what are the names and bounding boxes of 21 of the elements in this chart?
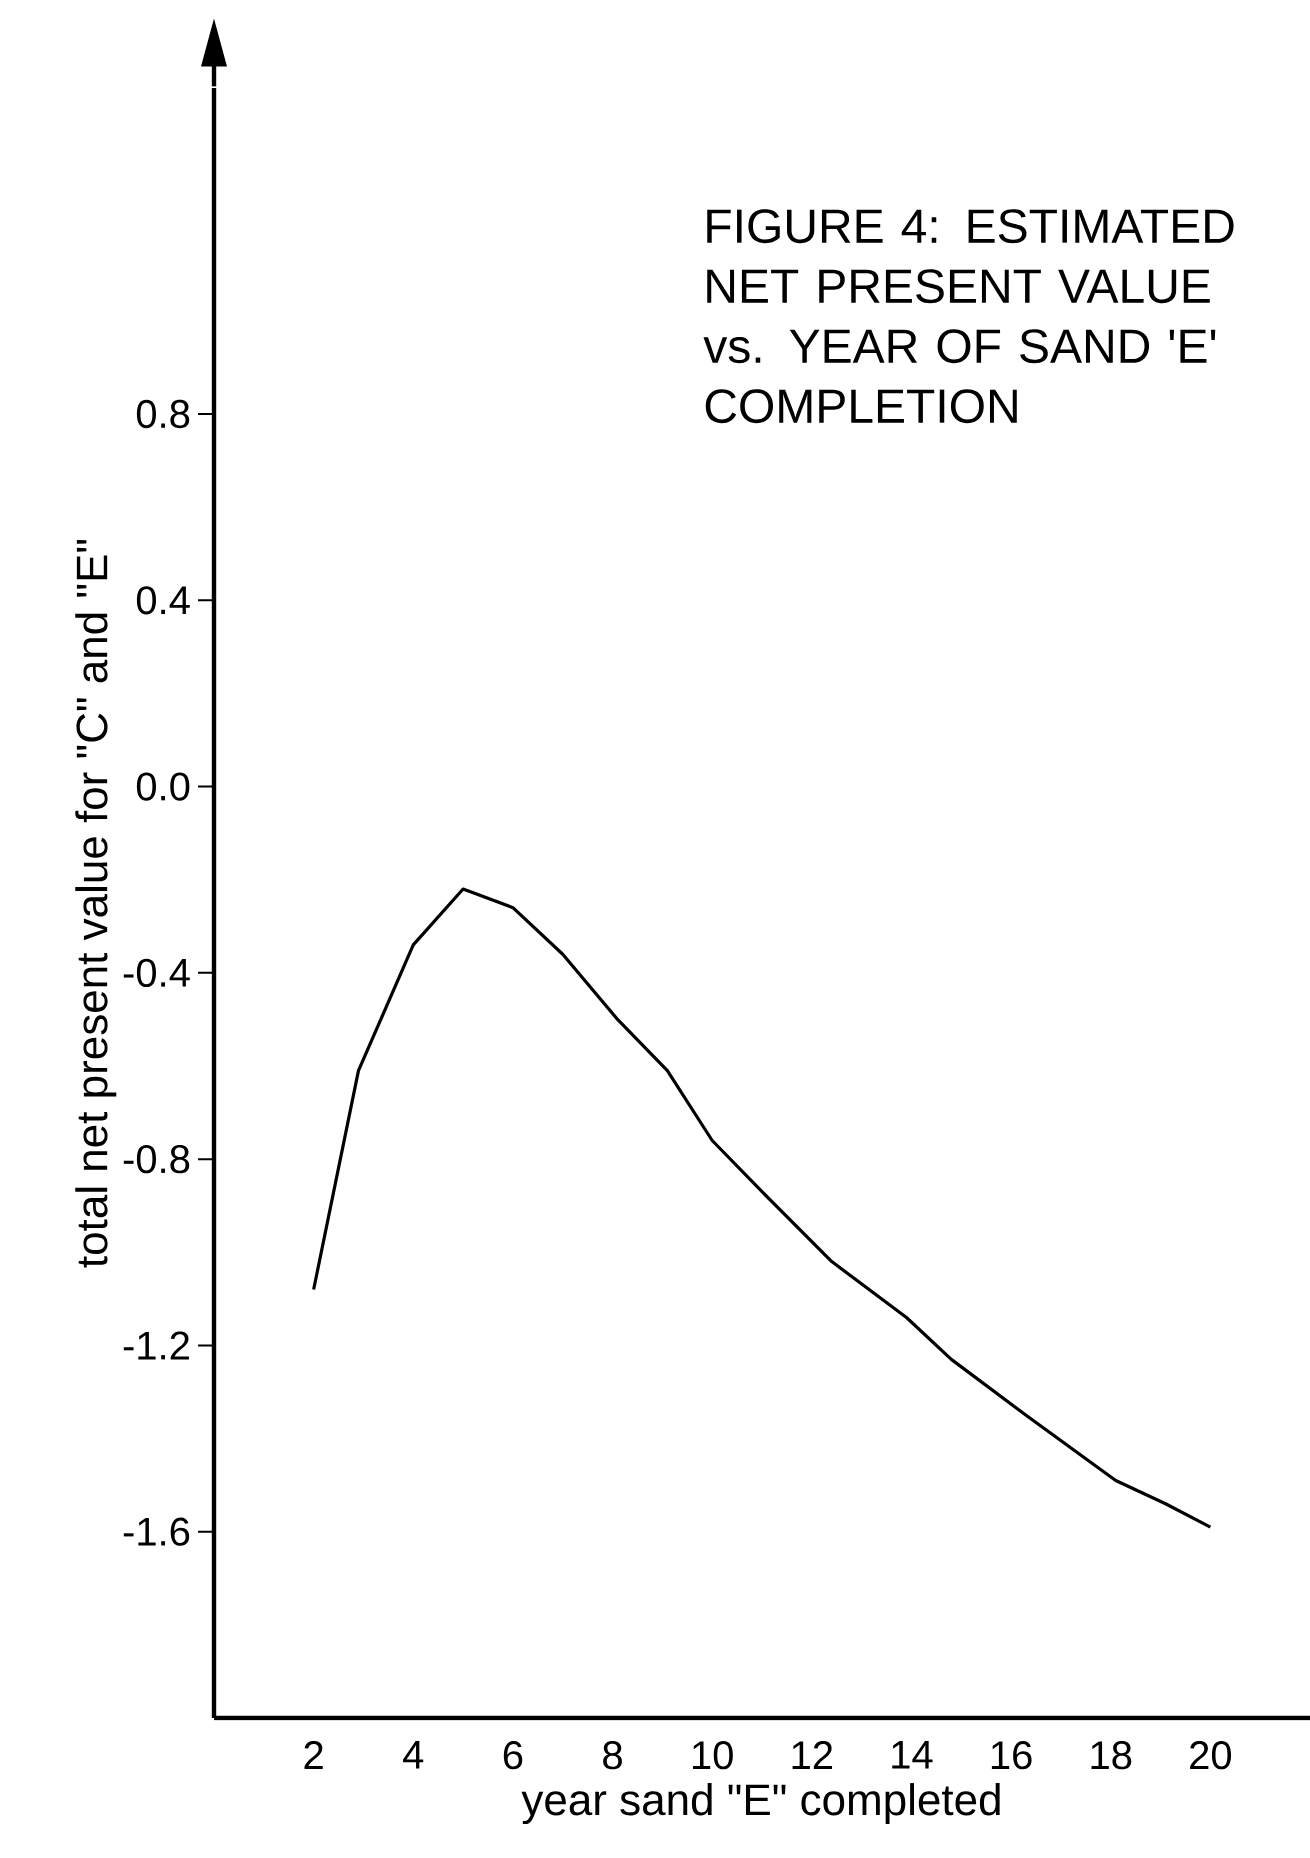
y-axis-title: total net present value for "C" and "E" bbox=[75, 539, 117, 1268]
line-series bbox=[312, 887, 1212, 1529]
x-tick-label: 20 bbox=[1190, 1741, 1232, 1770]
x-tick-label: 6 bbox=[503, 1741, 523, 1770]
text: FIGURE 4: ESTIMATED NET PRESENT VALUE vs. YEAR OF SAND 'E' COMPLETION bbox=[703, 209, 1234, 424]
y-tick-label: -0.4 bbox=[123, 958, 190, 987]
x-tick-label: 2 bbox=[304, 1741, 323, 1769]
x-tick-label: 18 bbox=[1091, 1741, 1132, 1770]
y-tick-label: 0.8 bbox=[136, 399, 190, 429]
x-tick-label: 4 bbox=[403, 1741, 424, 1769]
y-tick-label: -0.8 bbox=[123, 1144, 190, 1174]
x-axis-title: year sand "E" completed bbox=[521, 1783, 1000, 1825]
x-tick-label: 12 bbox=[792, 1741, 833, 1769]
y-tick-label: -1.6 bbox=[123, 1517, 190, 1546]
y-tick-label: -1.2 bbox=[123, 1331, 189, 1360]
y-tick-label: 0.4 bbox=[136, 586, 190, 615]
x-tick-label: 14 bbox=[892, 1741, 933, 1769]
y-tick-label: 0.0 bbox=[136, 772, 190, 801]
x-tick-label: 16 bbox=[991, 1741, 1032, 1770]
x-tick-label: 8 bbox=[603, 1741, 622, 1770]
x-tick-label: 10 bbox=[692, 1741, 733, 1770]
